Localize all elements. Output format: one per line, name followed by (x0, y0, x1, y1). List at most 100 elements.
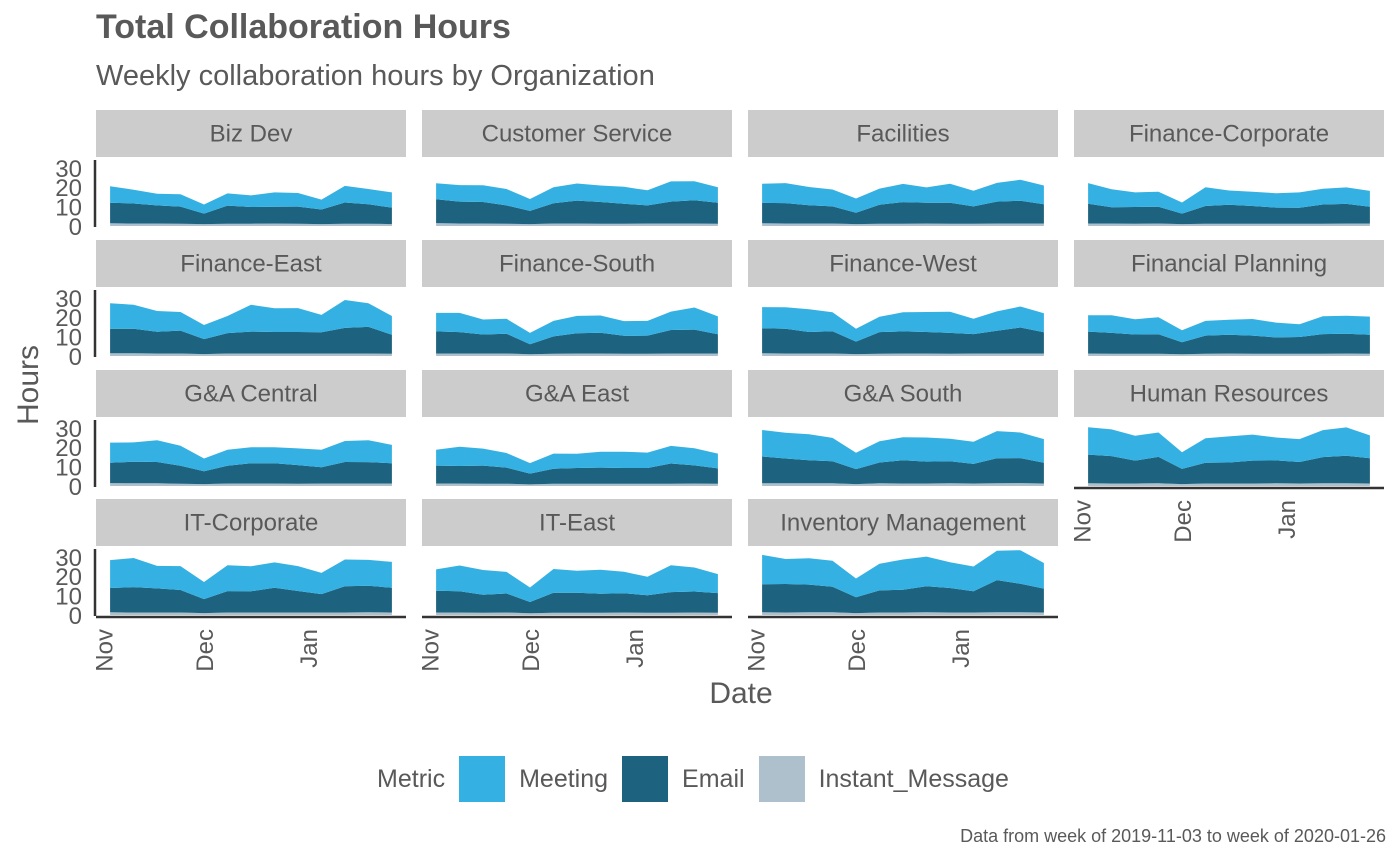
facet-strip-ganda-east (422, 370, 732, 417)
area-finance-south-instant-message (436, 353, 718, 356)
legend-item-meeting: Meeting (459, 756, 608, 802)
facet-strip-finance-south (422, 240, 732, 287)
area-inventory-management-email (762, 580, 1044, 614)
legend-title: Metric (377, 764, 446, 793)
area-ganda-south-meeting (762, 430, 1044, 470)
facet-label-ganda-central: G&A Central (184, 381, 317, 408)
facet-label-finance-west: Finance-West (829, 251, 977, 278)
chart-caption: Data from week of 2019-11-03 to week of … (960, 826, 1386, 846)
chart-subtitle: Weekly collaboration hours by Organizati… (96, 60, 655, 92)
x-tick-label-human-resources-nov: Nov (1069, 500, 1096, 543)
x-tick-label-it-corporate-jan: Jan (296, 629, 323, 668)
y-tick-label-finance-east-0: 0 (69, 344, 82, 371)
area-finance-east-email (110, 326, 392, 355)
x-tick-label-human-resources-jan: Jan (1274, 500, 1301, 539)
y-tick-label-biz-dev-10: 10 (55, 195, 82, 222)
area-customer-service-meeting (436, 181, 718, 211)
x-tick-label-it-east-dec: Dec (518, 629, 545, 672)
panel-human-resources: Human Resources Nov Dec Jan (1069, 370, 1384, 543)
legend-swatch-meeting (459, 756, 506, 802)
area-customer-service-email (436, 199, 718, 225)
area-finance-south-email (436, 329, 718, 355)
panel-finance-corporate: Finance-Corporate (1074, 110, 1384, 226)
facet-label-facilities: Facilities (856, 121, 949, 148)
area-inventory-management-instant-message (762, 612, 1044, 615)
area-it-east-email (436, 590, 718, 614)
legend-label-email: Email (682, 764, 745, 793)
area-finance-east-instant-message (110, 353, 392, 356)
area-it-corporate-meeting (110, 558, 392, 600)
chart-legend: Metric Meeting Email Instant_Message (0, 754, 1400, 804)
facet-strip-biz-dev (96, 110, 406, 157)
area-finance-corporate-instant-message (1088, 223, 1370, 226)
facet-label-ganda-east: G&A East (525, 381, 629, 408)
facet-strip-customer-service (422, 110, 732, 157)
y-tick-label-it-corporate-30: 30 (55, 545, 82, 572)
x-tick-label-inventory-management-jan: Jan (948, 629, 975, 668)
panel-inventory-management: Inventory Management Nov Dec Jan (743, 499, 1058, 672)
facet-label-it-corporate: IT-Corporate (184, 510, 319, 537)
facet-strip-ganda-central (96, 370, 406, 417)
area-it-corporate-instant-message (110, 612, 392, 615)
facet-label-finance-corporate: Finance-Corporate (1129, 121, 1329, 148)
area-facilities-email (762, 200, 1044, 225)
facet-label-inventory-management: Inventory Management (780, 510, 1026, 537)
area-it-corporate-email (110, 585, 392, 614)
x-tick-label-inventory-management-dec: Dec (844, 629, 871, 672)
facet-strip-finance-east (96, 240, 406, 287)
x-tick-label-it-corporate-dec: Dec (192, 629, 219, 672)
area-finance-west-email (762, 327, 1044, 355)
legend-swatch-email (622, 756, 669, 802)
area-finance-east-meeting (110, 300, 392, 340)
chart-title: Total Collaboration Hours (96, 8, 511, 46)
area-financial-planning-email (1088, 331, 1370, 355)
y-tick-label-ganda-central-20: 20 (55, 435, 82, 462)
facet-strip-financial-planning (1074, 240, 1384, 287)
area-it-east-instant-message (436, 612, 718, 615)
legend-item-instant-message: Instant_Message (758, 756, 1009, 802)
area-human-resources-email (1088, 454, 1370, 485)
facet-label-finance-south: Finance-South (499, 251, 655, 278)
y-tick-label-biz-dev-20: 20 (55, 175, 82, 202)
area-biz-dev-email (110, 202, 392, 225)
legend-label-meeting: Meeting (519, 764, 609, 793)
y-tick-label-it-corporate-10: 10 (55, 584, 82, 611)
area-ganda-central-instant-message (110, 483, 392, 486)
facet-strip-human-resources (1074, 370, 1384, 417)
panel-ganda-south: G&A South (748, 370, 1058, 486)
y-axis-title: Hours (12, 345, 45, 425)
x-tick-label-it-east-jan: Jan (622, 629, 649, 668)
y-tick-label-biz-dev-0: 0 (69, 214, 82, 241)
legend-swatch-instant-message (758, 756, 805, 802)
facet-strip-finance-corporate (1074, 110, 1384, 157)
area-financial-planning-instant-message (1088, 353, 1370, 356)
panel-customer-service: Customer Service (422, 110, 732, 226)
panel-finance-south: Finance-South (422, 240, 732, 356)
facet-strip-inventory-management (748, 499, 1058, 546)
y-tick-label-ganda-central-10: 10 (55, 455, 82, 482)
area-finance-corporate-meeting (1088, 183, 1370, 214)
area-facilities-instant-message (762, 223, 1044, 226)
facet-label-biz-dev: Biz Dev (210, 121, 293, 148)
facet-strip-finance-west (748, 240, 1058, 287)
x-tick-label-it-east-nov: Nov (417, 629, 444, 672)
y-tick-label-biz-dev-30: 30 (55, 156, 82, 183)
area-ganda-central-meeting (110, 440, 392, 472)
facet-label-finance-east: Finance-East (180, 251, 322, 278)
area-ganda-south-email (762, 456, 1044, 485)
y-tick-label-finance-east-20: 20 (55, 305, 82, 332)
area-it-east-meeting (436, 565, 718, 602)
x-tick-label-human-resources-dec: Dec (1170, 500, 1197, 543)
panel-facilities: Facilities (748, 110, 1058, 226)
facet-label-customer-service: Customer Service (482, 121, 673, 148)
panel-finance-west: Finance-West (748, 240, 1058, 356)
panel-financial-planning: Financial Planning (1074, 240, 1384, 356)
x-tick-label-inventory-management-nov: Nov (743, 629, 770, 672)
area-finance-west-instant-message (762, 353, 1044, 356)
facet-strip-facilities (748, 110, 1058, 157)
